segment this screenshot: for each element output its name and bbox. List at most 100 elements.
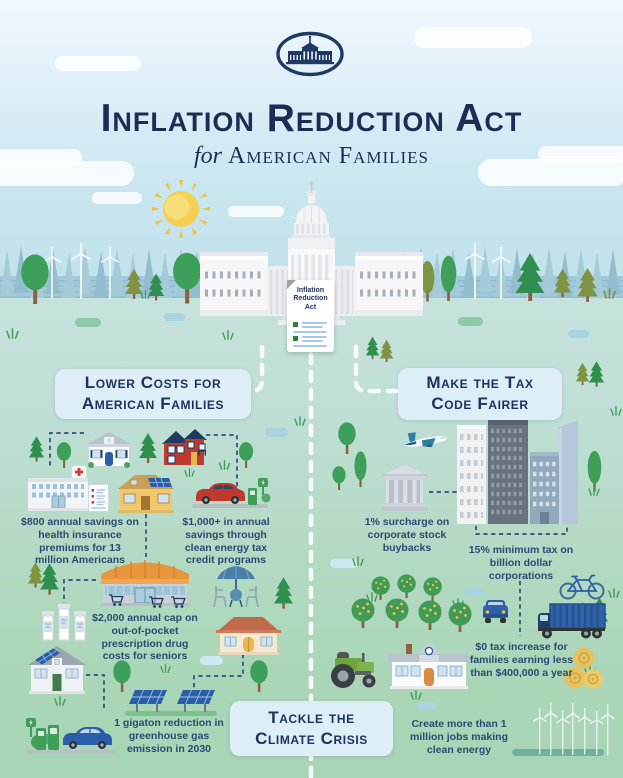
pill-bottles-icon xyxy=(42,604,86,641)
prescription-list-icon xyxy=(88,484,109,512)
stat-prescription-cap: $2,000 annual cap on out-of-pocket presc… xyxy=(92,612,198,663)
cloud xyxy=(228,206,284,217)
subtitle-prefix: for xyxy=(193,143,222,169)
grass-icon xyxy=(218,460,231,470)
tree-icon xyxy=(248,660,270,692)
grass-icon xyxy=(588,486,600,496)
section-heading-lower-costs: Lower Costs for American Families xyxy=(55,369,251,419)
doc-text-line xyxy=(302,336,327,338)
cloud xyxy=(92,192,142,204)
heading-line: Lower Costs for xyxy=(84,373,222,393)
page-title: Inflation Reduction Act xyxy=(100,97,523,140)
pine-tree-icon xyxy=(138,430,158,466)
supermarket-icon xyxy=(101,555,189,608)
stat-gigaton-reduction: 1 gigaton reduction in greenhouse gas em… xyxy=(114,717,224,755)
stone-patch xyxy=(200,656,223,665)
pine-tree-icon xyxy=(28,430,45,468)
page-fold-icon xyxy=(287,280,296,289)
grass-icon xyxy=(610,406,622,416)
hospital-icon xyxy=(28,465,88,511)
cloud xyxy=(538,146,623,163)
cafe-table-icon xyxy=(213,566,259,608)
heading-line: Tackle the xyxy=(268,707,355,727)
tree-icon xyxy=(54,442,74,468)
ev-charger-icon xyxy=(248,478,271,505)
grass-icon xyxy=(6,328,19,339)
tree-icon xyxy=(236,442,256,468)
heading-line: Code Fairer xyxy=(431,394,529,413)
wind-farm-icon xyxy=(512,696,606,758)
checklist-bullet-icon xyxy=(293,336,298,341)
pond-patch xyxy=(164,313,185,321)
cloud xyxy=(414,27,532,48)
grass-icon xyxy=(160,664,171,673)
tractor-icon xyxy=(331,652,376,688)
bush-patch xyxy=(75,318,101,327)
doc-text-line xyxy=(293,331,327,333)
hay-bales-icon xyxy=(564,647,603,689)
cloud xyxy=(55,56,141,71)
stat-clean-energy-jobs: Create more than 1 million jobs making c… xyxy=(409,718,508,756)
subtitle-main: American Families xyxy=(228,143,430,169)
red-townhouses-icon xyxy=(162,429,207,465)
freight-truck-icon xyxy=(538,603,606,639)
grass-icon xyxy=(140,290,151,299)
ev-charging-base xyxy=(192,504,268,508)
cypress-tree-icon xyxy=(353,448,368,490)
rooftop-solar-house-icon xyxy=(28,646,86,694)
farm-cottage-icon xyxy=(216,617,281,655)
grass-icon xyxy=(54,696,66,706)
pine-tree-icon xyxy=(379,334,394,368)
pond-patch xyxy=(568,330,589,338)
pond-patch xyxy=(465,588,484,596)
bank-building-icon xyxy=(381,465,428,511)
grass-icon xyxy=(222,330,234,340)
poster-header: Inflation Reduction Act for American Fam… xyxy=(0,99,623,170)
grass-icon xyxy=(603,288,616,299)
blue-ev-car-icon xyxy=(26,718,114,754)
bill-document-card: Inflation Reduction Act xyxy=(287,280,334,352)
farmhouse-icon xyxy=(388,642,470,689)
doc-text-line xyxy=(302,322,327,324)
solar-house-icon xyxy=(118,475,174,513)
heading-line: American Families xyxy=(81,394,225,413)
stat-minimum-tax: 15% minimum tax on billion dollar corpor… xyxy=(468,544,574,582)
stat-health-insurance-savings: $800 annual savings on health insurance … xyxy=(21,516,139,567)
sun-icon xyxy=(152,180,210,238)
white-house-logo xyxy=(276,31,344,77)
pond-patch xyxy=(417,702,436,710)
bill-document-title: Inflation Reduction Act xyxy=(293,287,328,311)
pine-tree-icon xyxy=(588,354,605,394)
stat-no-tax-increase: $0 tax increase for families earning les… xyxy=(469,641,574,679)
tree-icon xyxy=(330,466,348,490)
compact-car-icon xyxy=(483,600,508,623)
heading-line: Make the Tax xyxy=(426,373,534,393)
airplane-icon xyxy=(404,432,447,448)
stat-clean-energy-savings: $1,000+ in annual savings through clean … xyxy=(182,516,270,567)
orchard-icon xyxy=(351,574,472,632)
stone-patch xyxy=(330,559,358,568)
red-ev-car-icon xyxy=(196,483,245,504)
suburban-house-icon xyxy=(85,432,133,468)
ground-solar-panels-icon xyxy=(125,689,217,716)
checklist-bullet-icon xyxy=(293,322,298,327)
section-heading-tax-code: Make the Tax Code Fairer xyxy=(398,368,562,420)
stat-stock-buyback-surcharge: 1% surcharge on corporate stock buybacks xyxy=(364,516,450,554)
cloud xyxy=(0,161,134,186)
section-heading-climate: Tackle the Climate Crisis xyxy=(230,701,393,756)
grass-icon xyxy=(352,556,364,566)
bicycle-icon xyxy=(559,574,605,600)
grass-icon xyxy=(294,416,306,426)
grass-icon xyxy=(184,468,195,477)
page-subtitle: for American Families xyxy=(0,143,623,170)
skyscrapers-icon xyxy=(457,420,578,524)
heading-line: Climate Crisis xyxy=(255,728,368,748)
pond-patch xyxy=(265,428,288,437)
doc-text-line xyxy=(302,340,323,342)
bush-patch xyxy=(458,317,483,326)
grass-icon xyxy=(410,690,422,700)
cloud xyxy=(478,159,623,186)
doc-text-line xyxy=(302,326,323,328)
grass-icon xyxy=(608,588,620,598)
